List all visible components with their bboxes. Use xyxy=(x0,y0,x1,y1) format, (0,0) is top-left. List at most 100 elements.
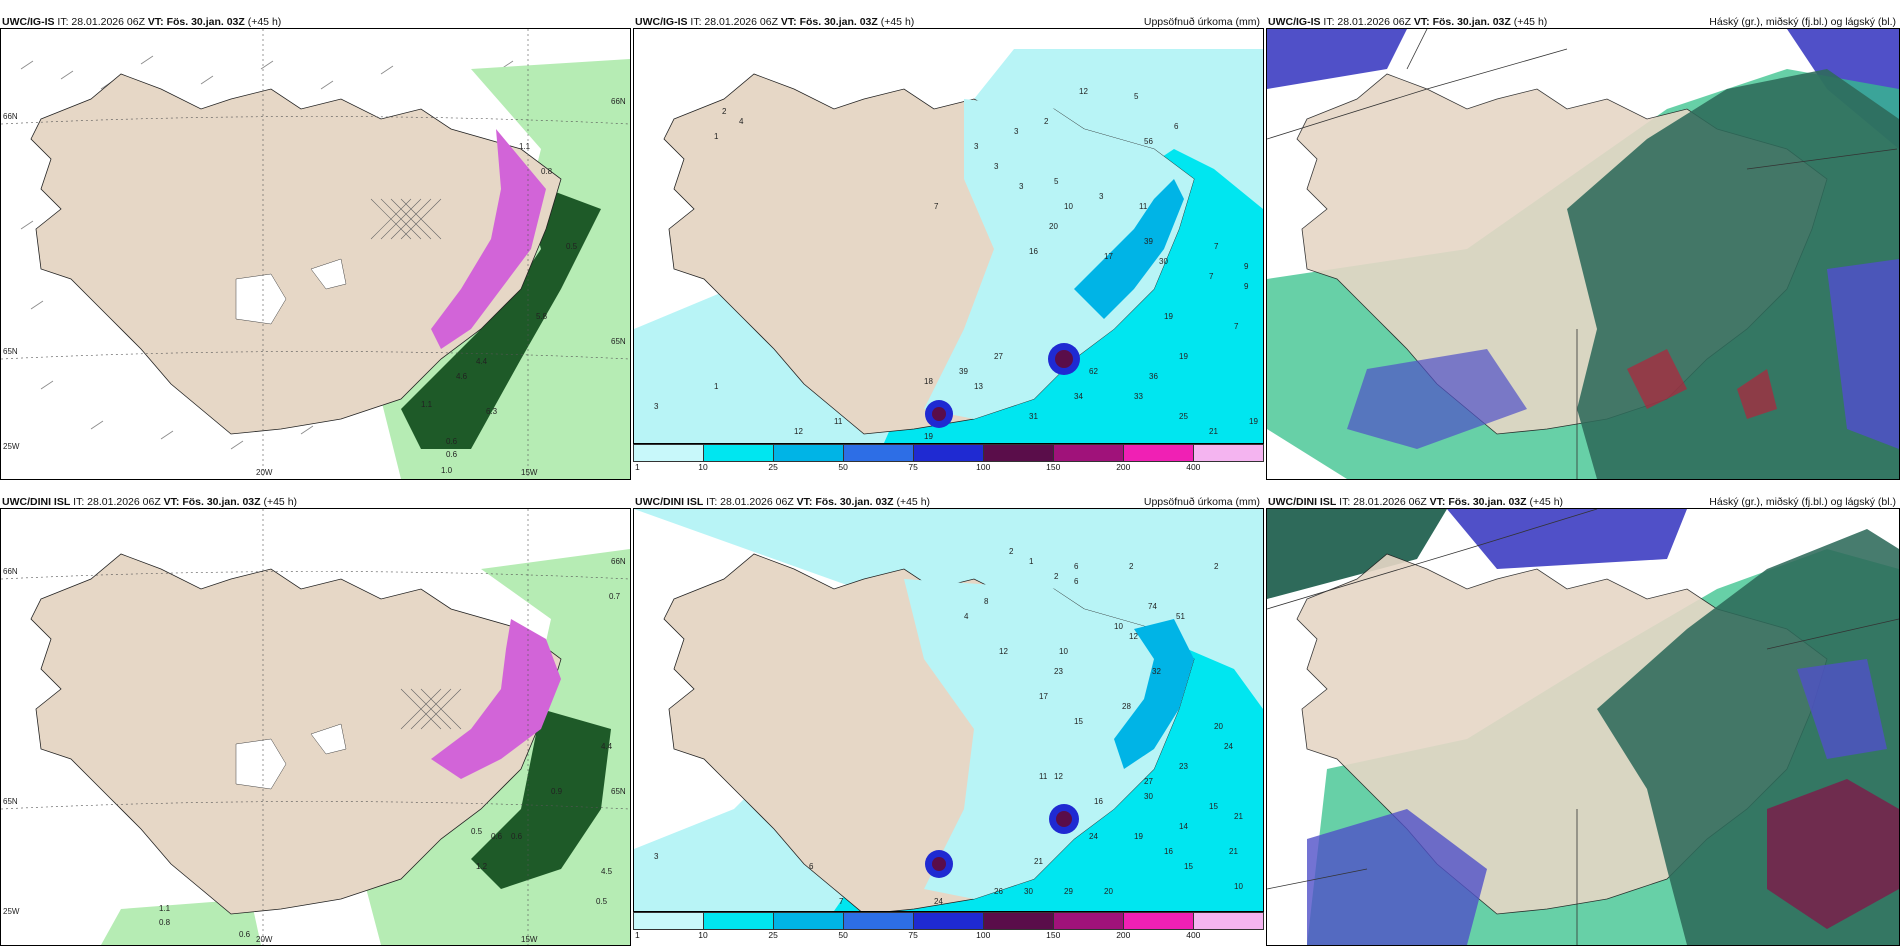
legend-tick-label: 400 xyxy=(1186,930,1201,940)
map-value-label: 20 xyxy=(1104,887,1113,896)
map-value-label: 20 xyxy=(1214,722,1223,731)
lat-label: 65N xyxy=(3,347,18,356)
map-value-label: 15W xyxy=(521,935,538,944)
land xyxy=(30,553,562,915)
glacier-1 xyxy=(235,273,287,325)
snow-map-svg: 0.7 4.4 0.9 0.5 0.6 0.6 1.2 4.5 0.5 1.1 … xyxy=(1,509,630,945)
axis-labels: 66N 65N 25W 20W 15W 66N 65N xyxy=(3,557,626,944)
title-text: UWC/DINI ISL xyxy=(635,496,704,508)
map-value-label: 1.1 xyxy=(159,904,171,913)
map-value-label: 7 xyxy=(1234,322,1239,331)
panel-top-snow: UWC/IG-IS IT: 28.01.2026 06Z VT: Fös. 30… xyxy=(0,12,631,480)
legend-cell xyxy=(704,445,774,461)
title-text: UWC/IG-IS xyxy=(1268,16,1321,28)
map-value-label: 7 xyxy=(839,897,844,906)
map-value-label: 6 xyxy=(1174,122,1179,131)
map-value-label: 66N xyxy=(3,567,18,576)
title-text: VT: xyxy=(796,496,813,508)
lon-label: 15W xyxy=(521,468,538,477)
map-value-label: 12 xyxy=(1129,632,1138,641)
map-value-label: 0.7 xyxy=(609,592,621,601)
legend-tick-label: 200 xyxy=(1116,930,1131,940)
snow-value: 1.0 xyxy=(441,466,453,475)
map-value-label: 16 xyxy=(1094,797,1103,806)
title-text: (+45 h) xyxy=(896,496,931,508)
map-value-label: 1 xyxy=(714,382,719,391)
precip-max-2-core xyxy=(932,857,946,871)
title-text: IT: 28.01.2026 06Z xyxy=(57,16,145,28)
map-value-label: 4 xyxy=(739,117,744,126)
map-value-label: 56 xyxy=(1144,137,1153,146)
legend-tick-label: 75 xyxy=(908,930,918,940)
snow-value: 1.1 xyxy=(421,400,433,409)
map-value-label: 0.5 xyxy=(596,897,608,906)
map-value-label: 27 xyxy=(1144,777,1153,786)
title-text: UWC/DINI ISL xyxy=(1268,496,1337,508)
legend-cell xyxy=(634,445,704,461)
legend-cell xyxy=(1054,445,1124,461)
panel-title: UWC/IG-IS IT: 28.01.2026 06Z VT: Fös. 30… xyxy=(1266,12,1900,32)
precip-max-2-core xyxy=(932,407,946,421)
cloud-low-4 xyxy=(1347,349,1527,449)
map-value-label: 74 xyxy=(1148,602,1157,611)
title-text: IT: 28.01.2026 06Z xyxy=(1323,16,1411,28)
map-value-label: 33 xyxy=(1134,392,1143,401)
map-value-label: 3 xyxy=(1014,127,1019,136)
map-value-label: 21 xyxy=(1034,857,1043,866)
title-text: VT: xyxy=(147,16,164,28)
legend-cell xyxy=(844,445,914,461)
magenta-snow xyxy=(431,129,546,349)
precip-max-1-core xyxy=(1056,811,1072,827)
panel-title: UWC/DINI ISL IT: 28.01.2026 06Z VT: Fös.… xyxy=(1266,492,1900,512)
map-value-label: 27 xyxy=(994,352,1003,361)
map-value-label: 10 xyxy=(1064,202,1073,211)
green-snow-dark xyxy=(401,179,601,449)
title-text: Háský (gr.), miðský (fj.bl.) og lágský (… xyxy=(1709,16,1896,28)
map-value-label: 30 xyxy=(1159,257,1168,266)
snow-values: 0.7 4.4 0.9 0.5 0.6 0.6 1.2 4.5 0.5 1.1 … xyxy=(159,592,621,939)
snow-value: 0.6 xyxy=(446,450,458,459)
map-value-label: 6 xyxy=(1074,577,1079,586)
grid-lines xyxy=(1267,29,1898,479)
legend-tick-label: 75 xyxy=(908,462,918,472)
legend-tick-label: 150 xyxy=(1046,930,1061,940)
panel-bottom-cloud: UWC/DINI ISL IT: 28.01.2026 06Z VT: Fös.… xyxy=(1266,492,1900,946)
precip-values: 2 1 2 6 6 2 8 4 12 10 23 10 12 74 51 32 … xyxy=(654,547,1243,906)
map-value-label: 19 xyxy=(1249,417,1258,426)
panel-bottom-snow: UWC/DINI ISL IT: 28.01.2026 06Z VT: Fös.… xyxy=(0,492,631,946)
panel-title: UWC/DINI ISL IT: 28.01.2026 06Z VT: Fös.… xyxy=(0,492,631,512)
grid-lines xyxy=(1,29,630,479)
map-value-label: 3 xyxy=(994,162,999,171)
grid-lines xyxy=(1,509,630,945)
legend-tick-label: 50 xyxy=(838,930,848,940)
cloud-low-3 xyxy=(1797,659,1887,759)
map-value-label: 23 xyxy=(1179,762,1188,771)
legend-cell xyxy=(1054,913,1124,929)
precip-legend-ticks: 1 10 25 50 75 100 150 200 400 xyxy=(633,930,1264,942)
snow-value: 6.3 xyxy=(486,407,498,416)
map-value-label: 6 xyxy=(809,862,814,871)
crosshatch xyxy=(400,688,462,730)
legend-tick-label: 150 xyxy=(1046,462,1061,472)
title-text: Fös. 30.jan. 03Z xyxy=(1448,496,1527,508)
legend-cell xyxy=(984,913,1054,929)
title-text: VT: xyxy=(1413,16,1430,28)
snow-value: 4.6 xyxy=(456,372,468,381)
title-text: (+45 h) xyxy=(880,16,915,28)
magenta-snow xyxy=(431,619,561,779)
map-value-label: 12 xyxy=(794,427,803,436)
precip-map: 2 1 2 6 6 2 8 4 12 10 23 10 12 74 51 32 … xyxy=(633,508,1264,912)
snow-map-svg: 1.1 0.8 0.5 5.8 4.6 4.4 0.6 0.6 1.0 6.3 … xyxy=(1,29,630,479)
title-text: UWC/IG-IS xyxy=(2,16,55,28)
legend-tick-label: 100 xyxy=(976,462,991,472)
panel-bottom-precip: UWC/DINI ISL IT: 28.01.2026 06Z VT: Fös.… xyxy=(633,492,1264,944)
legend-cell xyxy=(984,445,1054,461)
land xyxy=(30,73,562,435)
map-value-label: 11 xyxy=(1139,202,1148,211)
precip-max-1-core xyxy=(1055,350,1073,368)
legend-cell xyxy=(774,913,844,929)
crosshatch xyxy=(370,198,442,240)
cloud-low-2 xyxy=(1307,809,1487,945)
legend-tick-label: 10 xyxy=(698,930,708,940)
map-value-label: 39 xyxy=(959,367,968,376)
